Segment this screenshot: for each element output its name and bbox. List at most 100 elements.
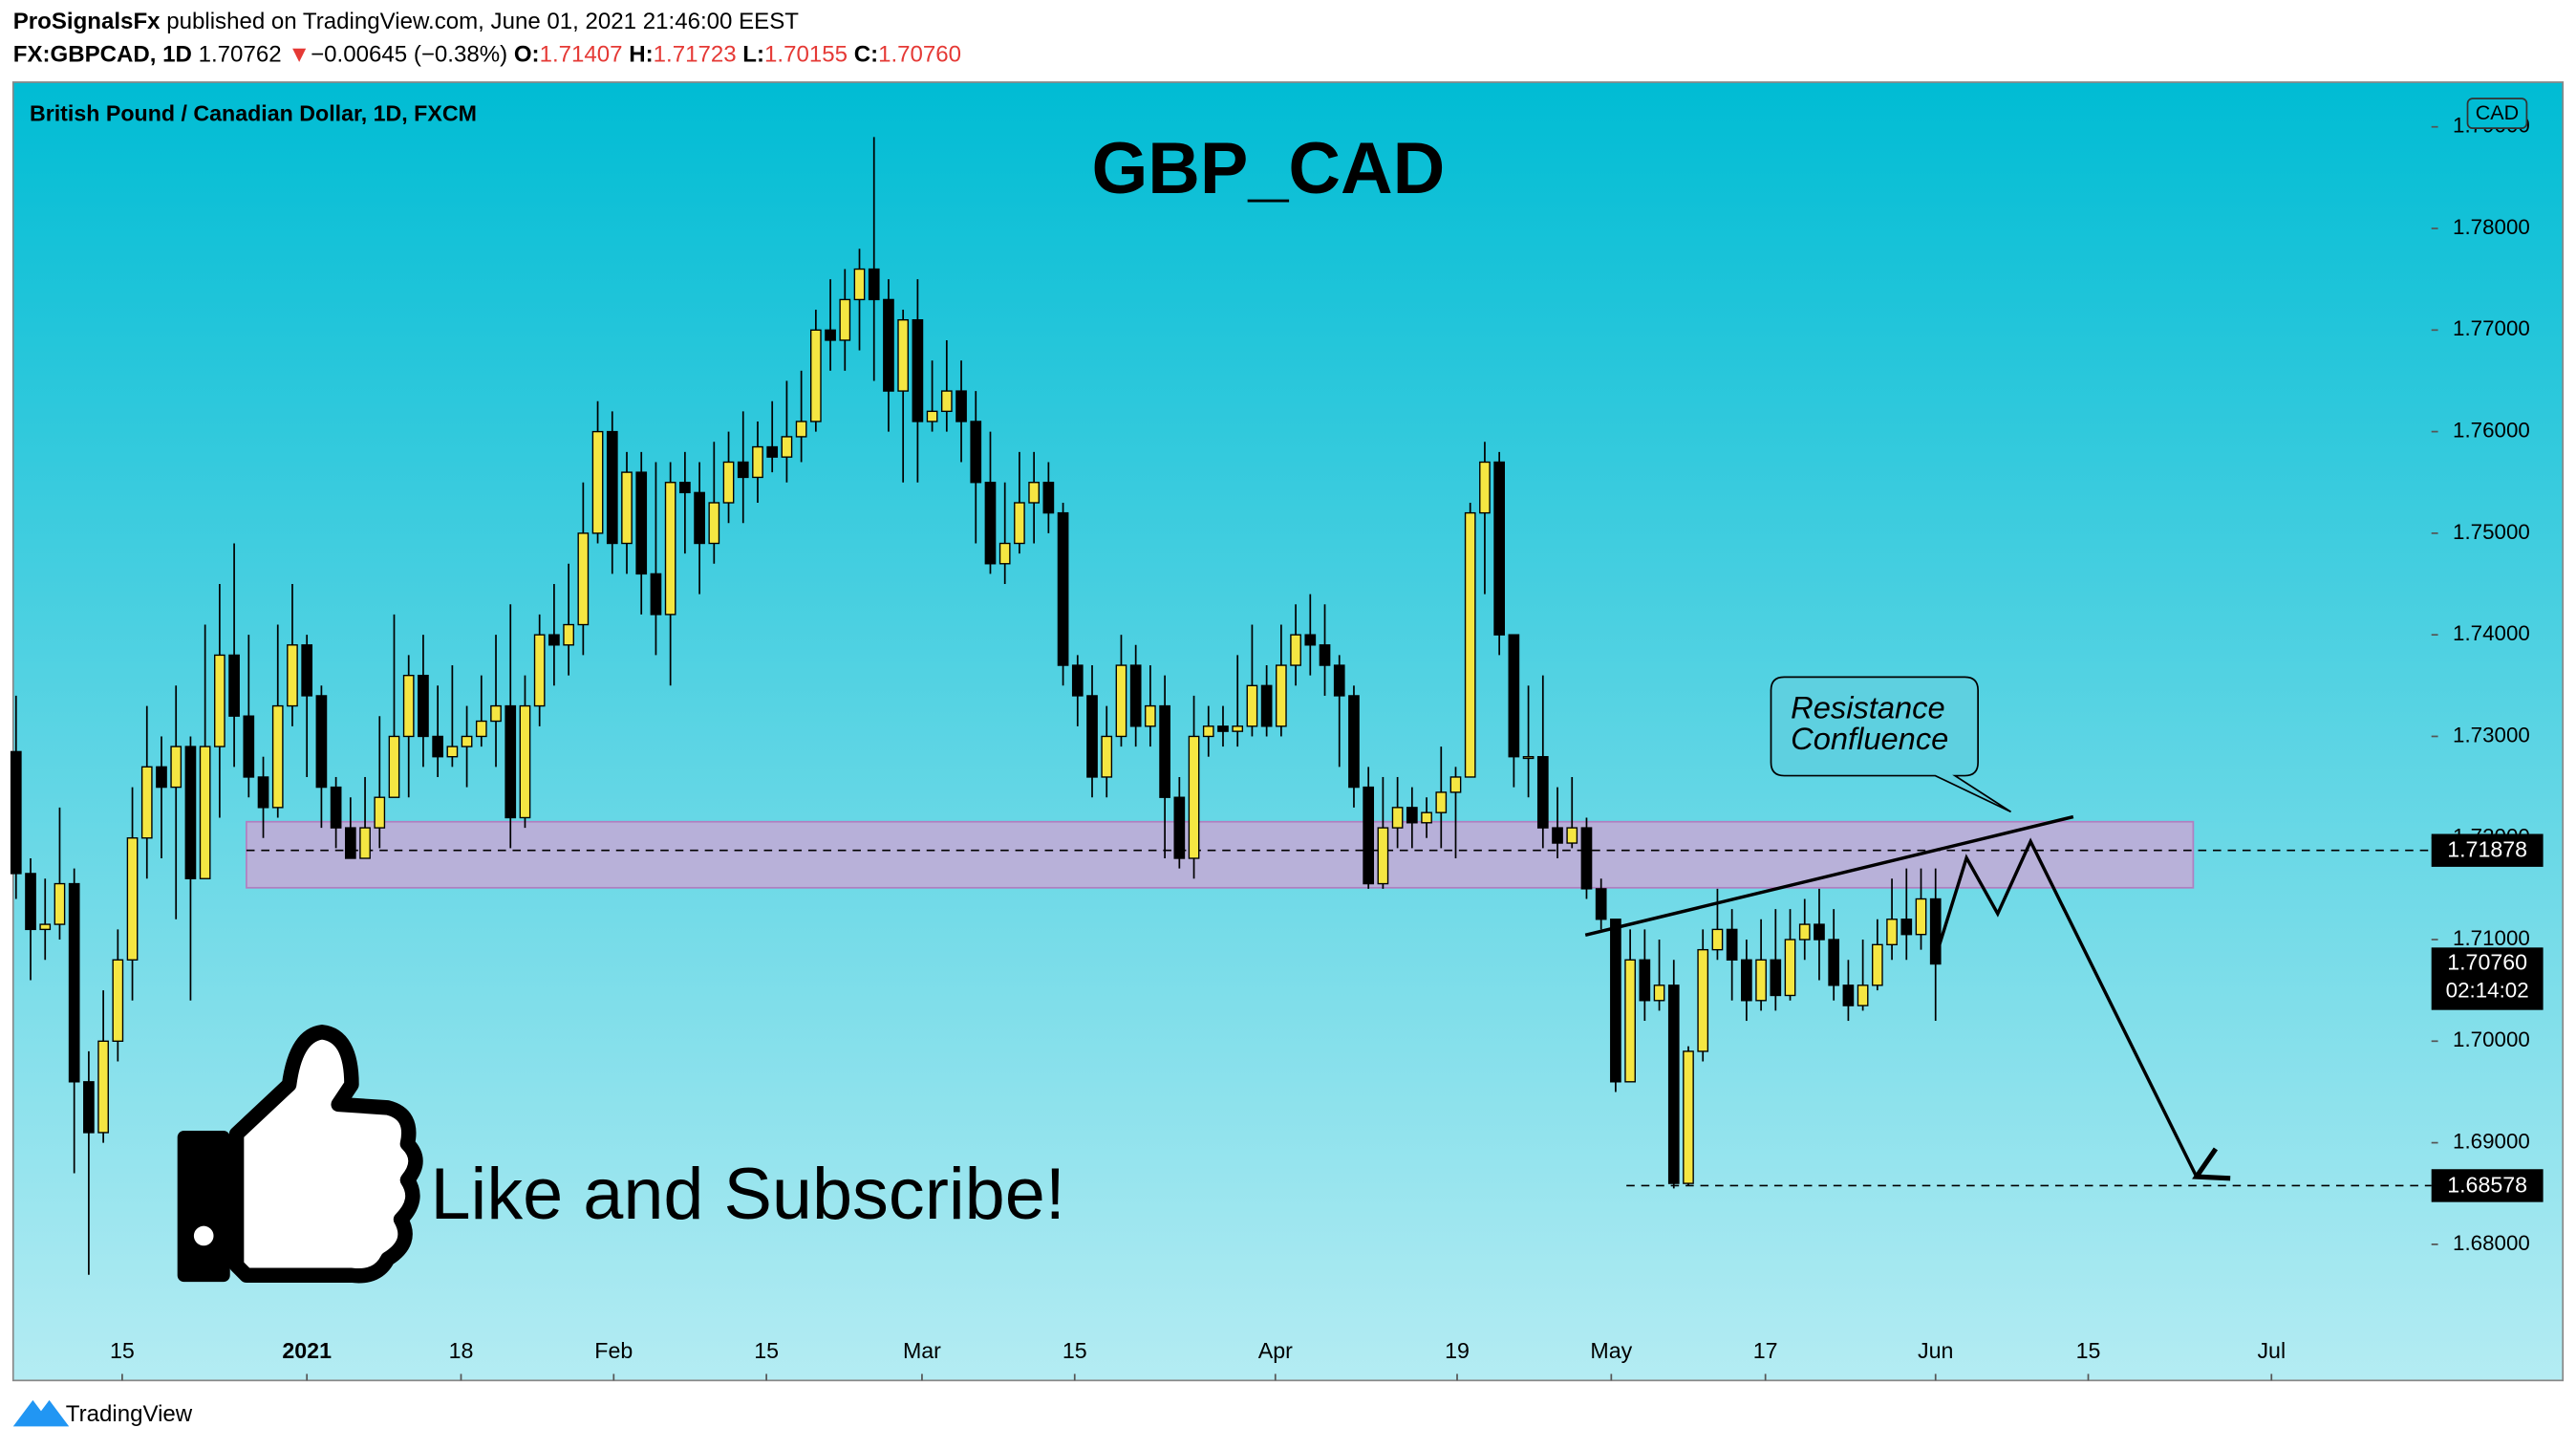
candle-body — [1028, 482, 1040, 504]
candle-body — [1711, 928, 1724, 951]
candle-body — [940, 390, 953, 413]
candle-body — [1217, 725, 1229, 732]
candle-body — [39, 923, 52, 931]
candle-body — [781, 436, 793, 458]
tv-logo — [12, 1399, 70, 1427]
candle-body — [1784, 939, 1796, 997]
candle-body — [1929, 898, 1942, 965]
candle-body — [1900, 919, 1913, 936]
change: −0.00645 (−0.38%) — [311, 42, 507, 68]
candle-body — [1552, 827, 1563, 844]
x-tick-label: Feb — [594, 1338, 633, 1363]
plot — [10, 137, 2432, 1275]
candle-body — [1071, 664, 1084, 697]
candle-body — [1421, 811, 1432, 824]
candle-body — [694, 491, 705, 545]
y-tick-label: 1.75000 — [2453, 520, 2530, 544]
candle-body — [766, 445, 779, 458]
candle-body — [897, 318, 910, 392]
candle-body — [1755, 959, 1767, 1002]
x-tick-label: 15 — [110, 1338, 135, 1363]
candle-body — [1101, 735, 1113, 778]
cta-text: Like and Subscribe! — [430, 1155, 1064, 1235]
resistance-zone — [246, 820, 2195, 889]
y-tick-label: 1.69000 — [2453, 1129, 2530, 1153]
candle-body — [1363, 786, 1375, 885]
author: ProSignalsFx — [13, 9, 161, 34]
candle-body — [1464, 511, 1476, 778]
candle-body — [606, 430, 618, 545]
candle-body — [1145, 704, 1156, 727]
x-tick-label: Mar — [903, 1338, 941, 1363]
candle-body — [461, 735, 473, 747]
candle-body — [1508, 634, 1520, 758]
candle-body — [374, 796, 386, 829]
candle-body — [1232, 725, 1244, 732]
candle-body — [432, 735, 443, 758]
candle-body — [1580, 827, 1593, 890]
y-tick-label: 1.77000 — [2453, 316, 2530, 340]
candle-body — [679, 482, 691, 494]
y-tick-label: 1.78000 — [2453, 215, 2530, 239]
candle-body — [795, 421, 807, 438]
candle-body — [83, 1081, 95, 1134]
candle-body — [1683, 1050, 1694, 1184]
candle-body — [970, 421, 982, 484]
currency-badge — [2466, 97, 2528, 129]
candle-body — [998, 542, 1011, 565]
candle-body — [1435, 791, 1448, 813]
ohlc-label: O: — [514, 42, 540, 68]
candle-body — [708, 502, 720, 545]
candle-body — [635, 471, 648, 575]
candle-body — [315, 695, 328, 789]
candle-body — [1449, 776, 1462, 793]
candle-body — [839, 298, 851, 341]
candle-body — [1304, 634, 1317, 646]
price-label-bg — [2431, 833, 2544, 867]
candle-body — [1129, 664, 1142, 727]
y-tick-label: 1.74000 — [2453, 621, 2530, 645]
candle-body — [1042, 482, 1055, 514]
x-tick-label: 2021 — [282, 1338, 332, 1363]
published: published on TradingView.com, June 01, 2… — [166, 9, 799, 34]
candle-body — [664, 482, 676, 616]
ohlc-value: 1.71723 — [654, 42, 737, 68]
candle-body — [563, 623, 574, 646]
x-tick-label: Jun — [1918, 1338, 1953, 1363]
candle-body — [1798, 923, 1811, 941]
candle-body — [955, 390, 967, 422]
candle-body — [54, 882, 66, 925]
candle-body — [1319, 644, 1331, 666]
candle-body — [112, 959, 124, 1042]
candle-body — [418, 674, 429, 738]
candle-body — [1202, 725, 1214, 738]
current-price: 1.70760 — [2447, 950, 2527, 975]
x-tick-label: 19 — [1445, 1338, 1470, 1363]
candle-body — [853, 268, 866, 301]
candle-body — [1828, 939, 1840, 986]
y-tick-label: 1.73000 — [2453, 723, 2530, 746]
candle-body — [883, 298, 894, 392]
candle-body — [1377, 827, 1389, 885]
candle-body — [1173, 796, 1186, 859]
candle-body — [737, 461, 749, 479]
candle-body — [577, 532, 590, 626]
candle-body — [490, 704, 502, 723]
chart-legend: British Pound / Canadian Dollar, 1D, FXC… — [30, 100, 477, 125]
candle-body — [140, 766, 153, 839]
candle-body — [1479, 461, 1491, 514]
ohlc-value: 1.70155 — [764, 42, 848, 68]
candle-body — [650, 573, 662, 616]
countdown: 02:14:02 — [2446, 979, 2529, 1003]
candle-body — [126, 837, 139, 961]
candle-body — [301, 644, 313, 697]
direction: ▼ — [288, 42, 311, 68]
last: 1.70762 — [199, 42, 282, 68]
candle-body — [1536, 756, 1549, 829]
ohlc-label: L: — [742, 42, 764, 68]
candle-body — [1857, 984, 1869, 1006]
candle-body — [1639, 959, 1651, 1002]
candle-body — [1493, 461, 1505, 636]
candle-body — [1188, 735, 1200, 859]
